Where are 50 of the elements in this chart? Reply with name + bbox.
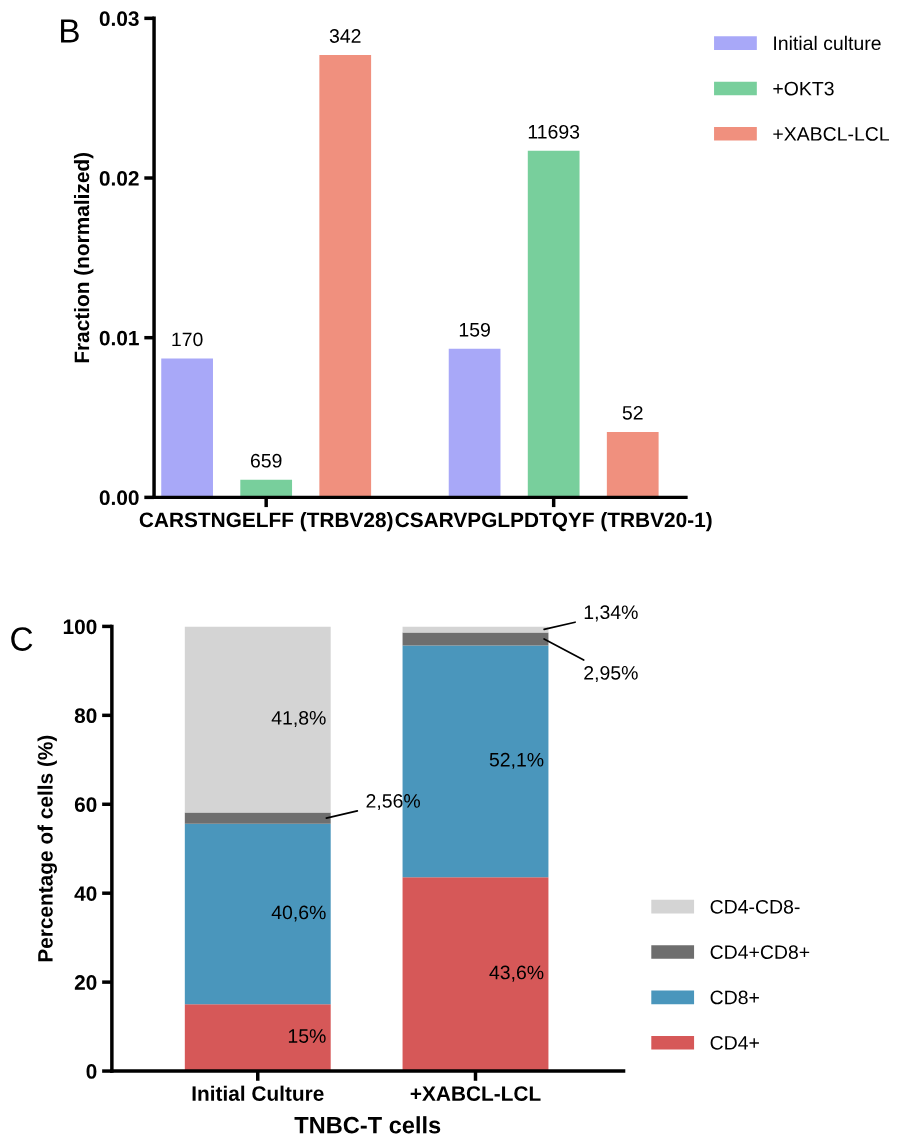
- y-axis-title: Percentage of cells (%): [37, 735, 57, 962]
- x-axis-title: TNBC-T cells: [294, 1116, 441, 1134]
- y-tick-label: 40: [74, 886, 97, 901]
- legend-label: CD4+CD8+: [710, 945, 810, 960]
- y-tick-label: 0.00: [99, 490, 139, 506]
- y-tick-label: 100: [63, 619, 97, 635]
- x-tick-label: CSARVPGLPDTQYF (TRBV20-1): [395, 511, 712, 532]
- data-label: 1,34%: [584, 605, 638, 622]
- y-tick-label: 0.03: [99, 11, 139, 27]
- y-tick-label: 20: [74, 975, 97, 990]
- annotation: 342: [329, 29, 361, 43]
- data-label: 2,95%: [584, 665, 638, 683]
- annotation: 659: [250, 453, 282, 468]
- legend-label: CD4-CD8-: [710, 899, 800, 914]
- annotation: 159: [459, 322, 490, 337]
- x-tick-label: CARSTNGELFF (TRBV28): [139, 511, 393, 532]
- bar: [319, 55, 372, 498]
- data-label: 40,6%: [271, 905, 326, 922]
- y-tick-label: 0: [86, 1064, 97, 1079]
- y-tick-label: 60: [74, 797, 97, 813]
- annotation: 52: [622, 405, 643, 420]
- y-tick-label: 0.02: [99, 171, 139, 186]
- bar: [184, 626, 331, 813]
- bar: [184, 1004, 331, 1072]
- legend-label: +XABCL-LCL: [773, 127, 890, 141]
- legend-label: CD4+: [710, 1035, 759, 1050]
- data-label: 15%: [288, 1029, 326, 1043]
- bar: [606, 431, 659, 498]
- bar: [448, 348, 501, 498]
- bar: [161, 358, 213, 498]
- y-tick-label: 0.01: [99, 330, 139, 346]
- text: C: [11, 627, 33, 651]
- bar: [402, 632, 549, 646]
- annotation: 170: [172, 332, 203, 347]
- data-label: 41,8%: [271, 710, 326, 728]
- data-label: 43,6%: [489, 965, 544, 982]
- bar: [240, 479, 293, 498]
- bar: [527, 150, 580, 498]
- text: B: [61, 19, 79, 43]
- y-tick-label: 80: [74, 708, 97, 724]
- bar: [184, 812, 331, 824]
- legend-label: CD8+: [710, 990, 759, 1005]
- data-label: 52,1%: [489, 752, 544, 769]
- x-tick-label: Initial Culture: [192, 1085, 324, 1101]
- y-axis-title: Fraction (normalized): [73, 152, 94, 363]
- legend-label: +OKT3: [773, 81, 834, 96]
- legend-label: Initial culture: [774, 35, 881, 51]
- annotation: 11693: [528, 124, 580, 139]
- bar: [402, 877, 549, 1072]
- bar: [184, 823, 331, 1005]
